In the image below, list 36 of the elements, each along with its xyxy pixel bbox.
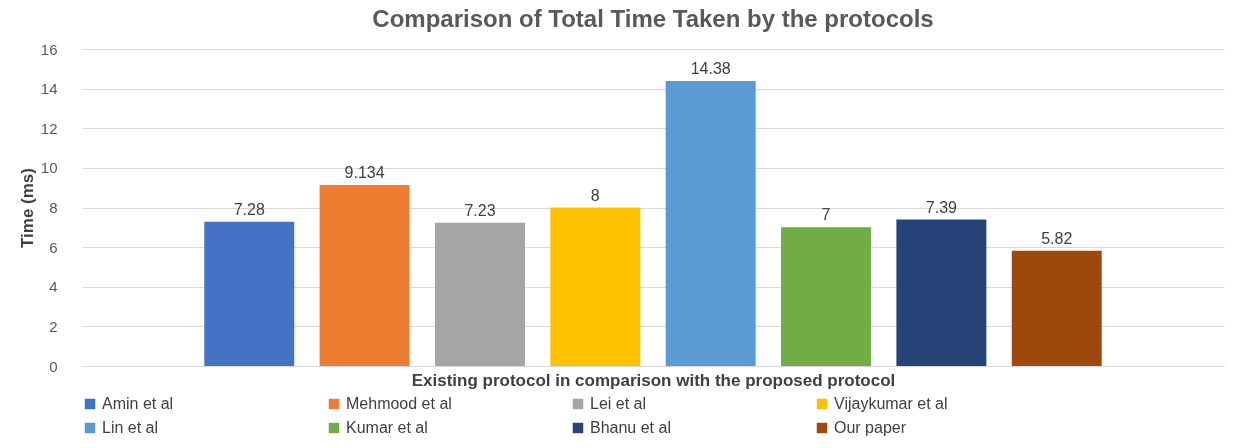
y-tick-label: 6 [49, 238, 58, 256]
data-label: 7.23 [464, 201, 496, 219]
data-label: 7 [821, 206, 831, 224]
data-label: 8 [590, 186, 600, 204]
x-axis-title: Existing protocol in comparison with the proposed protocol [411, 370, 896, 390]
y-tick-label: 0 [49, 357, 58, 375]
bar [434, 222, 525, 366]
y-axis-title: Time (ms) [17, 168, 37, 248]
y-tick-label: 10 [40, 159, 58, 177]
chart-title: Comparison of Total Time Taken by the protocols [372, 5, 934, 32]
legend-label: Vijaykumar et al [834, 395, 948, 412]
y-tick-label: 2 [49, 317, 58, 335]
legend-label: Bhanu et al [590, 419, 671, 436]
bar [781, 227, 872, 366]
y-tick-label: 12 [40, 119, 58, 137]
bar [204, 221, 295, 366]
bar [665, 81, 756, 366]
data-label: 5.82 [1041, 229, 1073, 247]
legend-label: Lei et al [590, 395, 647, 412]
data-label: 9.134 [344, 164, 385, 182]
legend-label: Lin et al [102, 419, 159, 436]
y-tick-label: 8 [49, 199, 58, 216]
data-label: 7.28 [233, 200, 265, 218]
data-label: 7.39 [925, 198, 958, 216]
bar [1011, 250, 1102, 366]
bar [550, 207, 641, 366]
legend-label: Kumar et al [346, 419, 428, 436]
y-tick-label: 16 [40, 40, 58, 58]
bar [896, 219, 987, 366]
data-label: 14.38 [690, 60, 731, 78]
bar [319, 185, 410, 366]
legend-label: Amin et al [102, 395, 174, 412]
legend-label: Mehmood et al [346, 395, 452, 412]
legend-label: Our paper [834, 419, 907, 436]
y-tick-label: 14 [40, 80, 58, 98]
y-tick-label: 4 [49, 278, 58, 296]
